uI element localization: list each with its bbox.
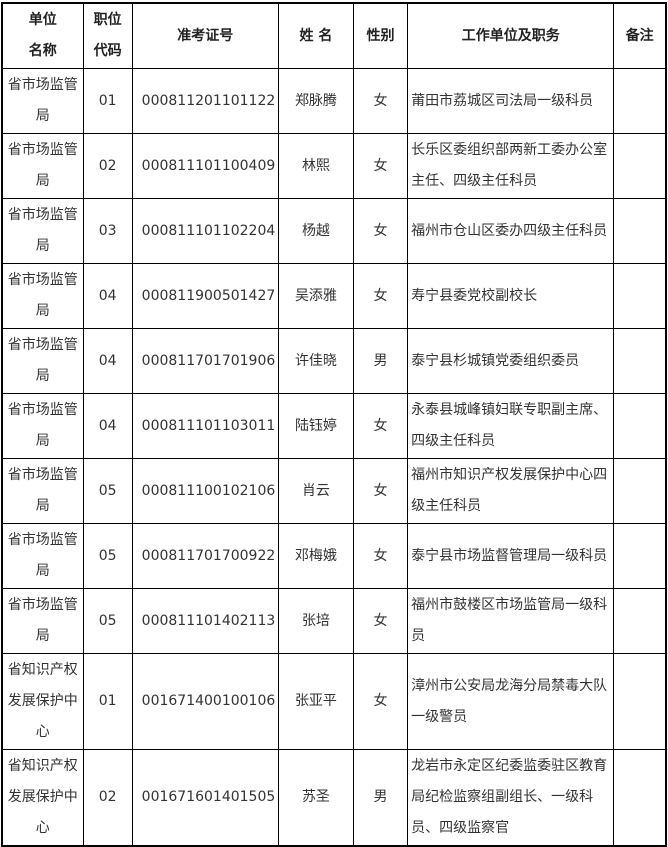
cell-note <box>613 263 667 329</box>
column-header-unit: 单位 名称 <box>1 2 84 69</box>
column-header-note: 备注 <box>613 2 667 69</box>
table-row: 省市场监管局 02 000811101100409 林熙女长乐区委组织部两新工委办公室… <box>1 133 667 199</box>
table-row: 省市场监管局 05 000811101402113 张培女福州市鼓楼区市场监管局一级科… <box>1 588 667 654</box>
cell-gender: 女 <box>352 588 409 654</box>
cell-code: 02 <box>82 133 133 199</box>
cell-job: 寿宁县委党校副校长 <box>407 263 615 329</box>
cell-gender: 女 <box>352 198 409 264</box>
table-header: 单位 名称 职位 代码 准考证号姓 名性别 工作单位及职务 备注 <box>1 2 667 69</box>
cell-unit: 省知识产权发展保护中心 <box>1 653 84 750</box>
cell-unit: 省市场监管局 <box>1 458 84 524</box>
cell-unit: 省市场监管局 <box>1 68 84 134</box>
column-header-gender: 性别 <box>352 2 409 69</box>
cell-name: 邓梅娥 <box>277 523 355 589</box>
column-header-ticket: 准考证号 <box>131 2 279 69</box>
cell-ticket: 000811101402113 <box>131 588 279 654</box>
cell-job: 泰宁县杉城镇党委组织委员 <box>407 328 615 394</box>
cell-note <box>613 588 667 654</box>
cell-name: 张亚平 <box>277 653 355 750</box>
table-row: 省知识产权发展保护中心 01 001671400100106 张亚平女漳州市公安局龙海… <box>1 653 667 750</box>
cell-code: 01 <box>82 653 133 750</box>
cell-name: 肖云 <box>277 458 355 524</box>
cell-unit: 省市场监管局 <box>1 328 84 394</box>
table-body: 省市场监管局 01 000811201101122 郑脉腾女莆田市荔城区司法局一级科员… <box>1 68 667 847</box>
cell-note <box>613 523 667 589</box>
cell-ticket: 000811701701906 <box>131 328 279 394</box>
cell-job: 泰宁县市场监督管理局一级科员 <box>407 523 615 589</box>
cell-name: 苏圣 <box>277 749 355 847</box>
cell-name: 许佳晓 <box>277 328 355 394</box>
cell-job: 福州市知识产权发展保护中心四级主任科员 <box>407 458 615 524</box>
cell-unit: 省市场监管局 <box>1 133 84 199</box>
cell-unit: 省市场监管局 <box>1 198 84 264</box>
cell-name: 张培 <box>277 588 355 654</box>
table-row: 省市场监管局 01 000811201101122 郑脉腾女莆田市荔城区司法局一级科员 <box>1 68 667 134</box>
cell-note <box>613 68 667 134</box>
table-row: 省知识产权发展保护中心 02 001671601401505 苏圣男龙岩市永定区纪委监… <box>1 749 667 847</box>
cell-gender: 女 <box>352 393 409 459</box>
cell-gender: 女 <box>352 68 409 134</box>
cell-gender: 女 <box>352 653 409 750</box>
cell-ticket: 000811900501427 <box>131 263 279 329</box>
cell-gender: 女 <box>352 458 409 524</box>
cell-job: 永泰县城峰镇妇联专职副主席、四级主任科员 <box>407 393 615 459</box>
cell-code: 02 <box>82 749 133 847</box>
table-row: 省市场监管局 04 000811101103011 陆钰婷女永泰县城峰镇妇联专职副主席… <box>1 393 667 459</box>
cell-gender: 女 <box>352 523 409 589</box>
cell-name: 郑脉腾 <box>277 68 355 134</box>
cell-gender: 男 <box>352 749 409 847</box>
cell-ticket: 000811101100409 <box>131 133 279 199</box>
cell-name: 林熙 <box>277 133 355 199</box>
cell-name: 吴添雅 <box>277 263 355 329</box>
column-header-job: 工作单位及职务 <box>407 2 615 69</box>
cell-note <box>613 393 667 459</box>
column-header-code: 职位 代码 <box>82 2 133 69</box>
cell-code: 05 <box>82 458 133 524</box>
cell-job: 漳州市公安局龙海分局禁毒大队一级警员 <box>407 653 615 750</box>
table-row: 省市场监管局 03 000811101102204 杨越女福州市仓山区委办四级主任科员 <box>1 198 667 264</box>
cell-unit: 省知识产权发展保护中心 <box>1 749 84 847</box>
cell-ticket: 000811701700922 <box>131 523 279 589</box>
cell-ticket: 001671400100106 <box>131 653 279 750</box>
cell-job: 福州市仓山区委办四级主任科员 <box>407 198 615 264</box>
cell-note <box>613 328 667 394</box>
column-header-name: 姓 名 <box>277 2 355 69</box>
cell-note <box>613 749 667 847</box>
header-row: 单位 名称 职位 代码 准考证号姓 名性别 工作单位及职务 备注 <box>1 2 667 69</box>
cell-job: 龙岩市永定区纪委监委驻区教育局纪检监察组副组长、一级科员、四级监察官 <box>407 749 615 847</box>
cell-code: 03 <box>82 198 133 264</box>
cell-unit: 省市场监管局 <box>1 588 84 654</box>
cell-name: 杨越 <box>277 198 355 264</box>
cell-code: 01 <box>82 68 133 134</box>
cell-code: 05 <box>82 523 133 589</box>
cell-ticket: 000811201101122 <box>131 68 279 134</box>
table-row: 省市场监管局 05 000811100102106 肖云女福州市知识产权发展保护中心四… <box>1 458 667 524</box>
cell-ticket: 001671601401505 <box>131 749 279 847</box>
cell-job: 长乐区委组织部两新工委办公室主任、四级主任科员 <box>407 133 615 199</box>
cell-ticket: 000811101103011 <box>131 393 279 459</box>
cell-name: 陆钰婷 <box>277 393 355 459</box>
cell-job: 福州市鼓楼区市场监管局一级科员 <box>407 588 615 654</box>
table-row: 省市场监管局 05 000811701700922 邓梅娥女泰宁县市场监督管理局一级科… <box>1 523 667 589</box>
table-row: 省市场监管局 04 000811900501427 吴添雅女寿宁县委党校副校长 <box>1 263 667 329</box>
cell-job: 莆田市荔城区司法局一级科员 <box>407 68 615 134</box>
cell-unit: 省市场监管局 <box>1 263 84 329</box>
cell-unit: 省市场监管局 <box>1 393 84 459</box>
cell-code: 05 <box>82 588 133 654</box>
cell-gender: 男 <box>352 328 409 394</box>
cell-ticket: 000811100102106 <box>131 458 279 524</box>
cell-ticket: 000811101102204 <box>131 198 279 264</box>
cell-note <box>613 653 667 750</box>
cell-note <box>613 458 667 524</box>
cell-note <box>613 198 667 264</box>
cell-code: 04 <box>82 328 133 394</box>
cell-gender: 女 <box>352 263 409 329</box>
cell-code: 04 <box>82 263 133 329</box>
cell-unit: 省市场监管局 <box>1 523 84 589</box>
cell-code: 04 <box>82 393 133 459</box>
cell-note <box>613 133 667 199</box>
cell-gender: 女 <box>352 133 409 199</box>
table-row: 省市场监管局 04 000811701701906 许佳晓男泰宁县杉城镇党委组织委员 <box>1 328 667 394</box>
